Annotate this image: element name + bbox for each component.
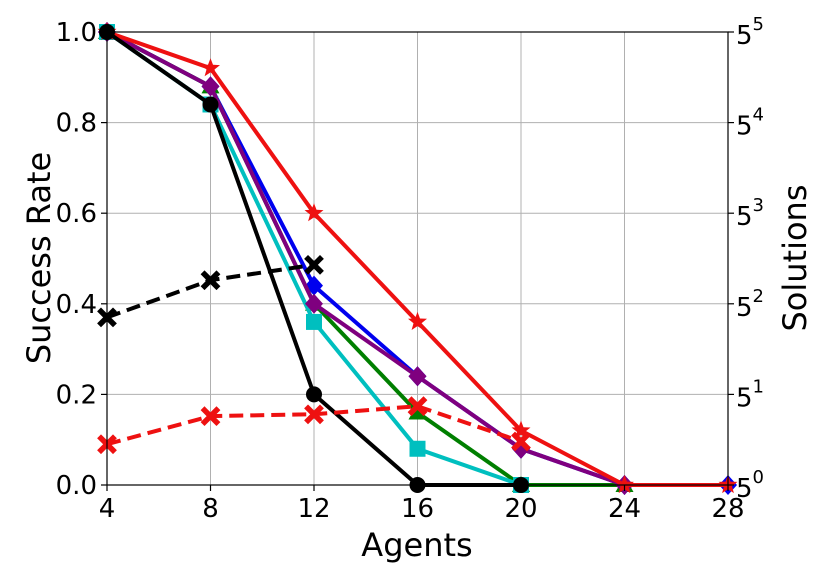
y2-tick-base: 5: [736, 202, 753, 232]
x-tick-label: 8: [202, 494, 219, 524]
data-point: [305, 293, 323, 314]
data-point: [408, 366, 427, 387]
y-tick-label: 0.8: [56, 109, 97, 139]
series-1: [98, 23, 634, 492]
data-point: [201, 76, 220, 97]
series-line: [106, 30, 625, 487]
x-axis-label: Agents: [361, 526, 472, 564]
series-6: [97, 254, 324, 328]
y2-tick-base: 5: [736, 474, 753, 504]
data-point: [304, 203, 324, 222]
data-point: [306, 386, 322, 403]
data-point: [511, 420, 531, 439]
y2-axis-label: Solutions: [776, 184, 814, 331]
x-tick-label: 20: [504, 494, 537, 524]
data-point: [304, 254, 324, 275]
y2-tick-exponent: 1: [753, 376, 764, 397]
y2-tick-base: 5: [736, 383, 753, 413]
data-point: [407, 396, 428, 417]
series-line: [106, 30, 626, 487]
y2-tick-label: 51: [736, 376, 764, 413]
y-tick-label: 1.0: [56, 18, 97, 48]
y2-tick-label: 54: [736, 105, 764, 142]
x-tick-label: 28: [711, 494, 744, 524]
y2-tick-exponent: 5: [753, 14, 764, 35]
y2-tick-base: 5: [736, 21, 753, 51]
data-point: [615, 475, 634, 494]
data-point: [202, 96, 219, 113]
x-axis-ticks: 4 8 12 16 20 24 28: [99, 485, 745, 524]
y2-tick-exponent: 2: [753, 286, 764, 307]
y-axis-label: Success Rate: [20, 152, 58, 364]
y-axis-ticks: 0.0 0.2 0.4 0.6 0.8 1.0: [56, 18, 107, 501]
x-tick-label: 12: [297, 494, 330, 524]
x-tick-label: 24: [608, 494, 641, 524]
y2-tick-base: 5: [736, 112, 753, 142]
data-point: [511, 431, 531, 452]
data-point: [201, 58, 220, 77]
y2-tick-base: 5: [736, 293, 753, 323]
x-tick-label: 4: [99, 494, 116, 524]
y2-tick-exponent: 0: [753, 467, 764, 488]
y2-tick-label: 53: [736, 195, 764, 232]
x-tick-label: 16: [401, 494, 434, 524]
data-point: [200, 270, 221, 291]
y2-tick-exponent: 3: [753, 195, 764, 216]
y-tick-label: 0.4: [56, 290, 97, 320]
y2-tick-exponent: 4: [753, 105, 764, 126]
data-point: [409, 440, 426, 457]
y-tick-label: 0.2: [56, 380, 97, 410]
data-point: [306, 313, 322, 330]
y-tick-label: 0.0: [56, 471, 97, 501]
data-point: [408, 403, 427, 420]
data-point: [408, 311, 427, 330]
data-point: [200, 406, 221, 427]
y2-tick-label: 55: [736, 14, 764, 51]
y2-tick-label: 50: [736, 467, 764, 504]
y-tick-label: 0.6: [56, 199, 97, 229]
y2-tick-label: 52: [736, 286, 764, 323]
data-point: [304, 404, 324, 425]
